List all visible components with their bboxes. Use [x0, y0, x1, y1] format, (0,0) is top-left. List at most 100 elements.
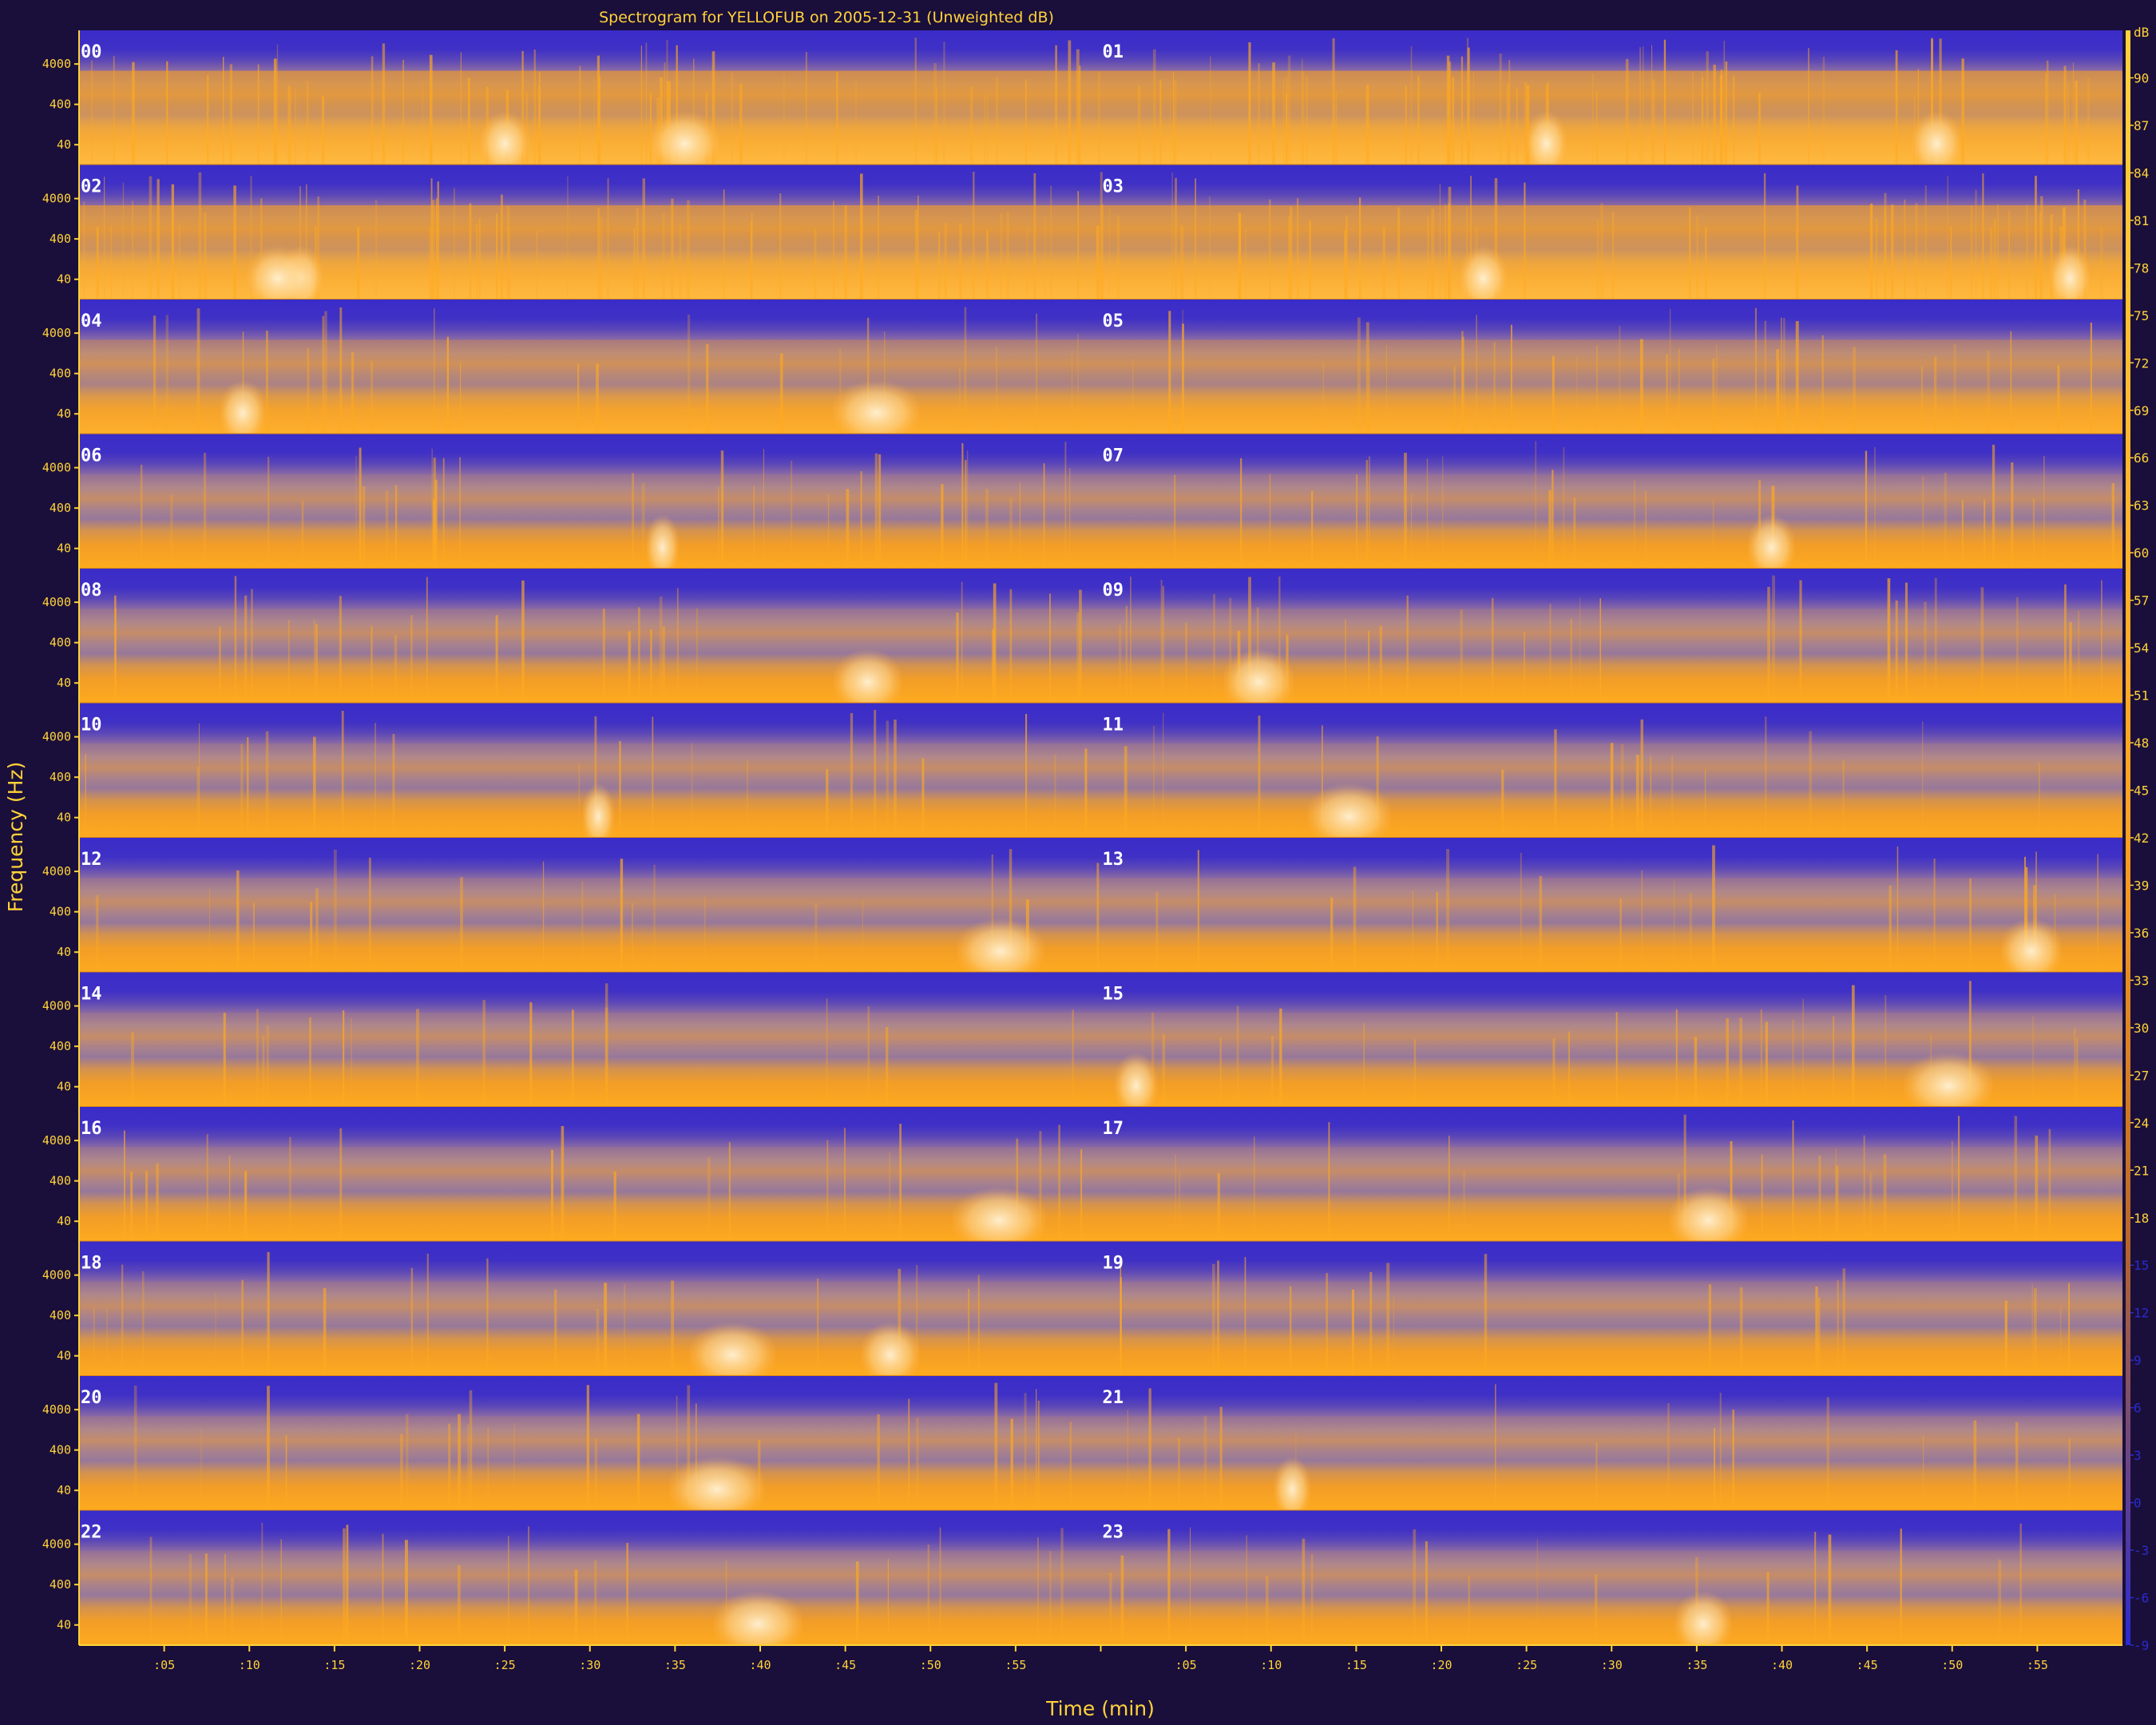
transient-streak — [1467, 47, 1470, 165]
transient-streak — [1667, 1403, 1670, 1511]
transient-streak — [628, 631, 632, 704]
transient-streak — [1887, 578, 1891, 704]
y-tick-label: 400 — [50, 770, 71, 784]
transient-streak — [1595, 1441, 1598, 1511]
hour-label: 05 — [1103, 311, 1124, 331]
transient-streak — [750, 221, 753, 299]
y-tick-label: 4000 — [42, 192, 71, 206]
transient-streak — [1915, 203, 1918, 299]
transient-streak — [671, 198, 674, 299]
chart-title: Spectrogram for YELLOFUB on 2005-12-31 (… — [599, 9, 1054, 26]
transient-streak — [1961, 500, 1964, 569]
transient-streak — [1044, 216, 1046, 299]
transient-streak — [1998, 1559, 2002, 1645]
loud-event — [2001, 911, 2062, 973]
loud-event — [1669, 1180, 1748, 1242]
transient-streak — [1359, 197, 1361, 299]
transient-streak — [1344, 230, 1346, 299]
transient-streak — [375, 200, 378, 299]
transient-streak — [133, 1386, 137, 1511]
transient-streak — [2048, 1128, 2051, 1242]
transient-streak — [280, 1539, 282, 1645]
transient-streak — [1365, 459, 1368, 569]
hour-label: 13 — [1103, 850, 1124, 870]
transient-streak — [850, 712, 854, 838]
transient-streak — [687, 314, 691, 434]
transient-streak — [1353, 866, 1357, 973]
transient-streak — [2072, 61, 2074, 165]
transient-streak — [1645, 490, 1647, 569]
transient-streak — [1175, 177, 1177, 299]
x-tick-label: :05 — [1175, 1658, 1197, 1672]
transient-streak — [287, 85, 291, 165]
transient-streak — [671, 1280, 675, 1376]
transient-streak — [1796, 185, 1799, 299]
transient-streak — [2040, 196, 2043, 299]
transient-streak — [2019, 1523, 2022, 1645]
transient-streak — [2035, 176, 2037, 299]
transient-streak — [224, 1554, 226, 1645]
y-tick-label: 400 — [50, 232, 71, 246]
transient-streak — [2059, 1306, 2062, 1376]
transient-streak — [1552, 1038, 1556, 1107]
transient-streak — [1436, 891, 1438, 973]
transient-streak — [604, 1007, 608, 1107]
transient-streak — [1302, 1538, 1306, 1645]
transient-streak — [1287, 55, 1291, 165]
transient-streak — [1058, 1124, 1060, 1242]
loud-event — [650, 104, 719, 165]
transient-streak — [1213, 593, 1215, 704]
transient-streak — [1054, 754, 1056, 838]
colorbar-tick-label: 36 — [2134, 926, 2149, 941]
transient-streak — [1379, 625, 1382, 704]
transient-streak — [638, 607, 640, 704]
transient-streak — [1739, 1287, 1743, 1376]
transient-streak — [1297, 198, 1299, 299]
transient-streak — [382, 1533, 384, 1645]
loud-event — [1904, 1046, 1993, 1107]
loud-event — [1674, 1584, 1732, 1645]
transient-streak — [1573, 498, 1576, 569]
transient-streak — [1922, 476, 1924, 569]
x-tick-label: :10 — [239, 1658, 260, 1672]
transient-streak — [594, 1560, 597, 1645]
transient-streak — [594, 716, 597, 838]
transient-streak — [826, 769, 829, 838]
transient-streak — [1821, 335, 1824, 434]
transient-streak — [1397, 207, 1401, 299]
colorbar-tick-label: 42 — [2134, 831, 2149, 846]
transient-streak — [1290, 206, 1293, 299]
transient-streak — [1287, 216, 1291, 299]
transient-streak — [333, 849, 337, 973]
colorbar-tick-label: 87 — [2134, 118, 2149, 133]
transient-streak — [826, 1140, 829, 1242]
transient-streak — [2004, 1300, 2007, 1376]
colorbar-tick-label: 63 — [2134, 498, 2149, 514]
transient-streak — [460, 52, 462, 165]
loud-event — [1459, 239, 1508, 299]
transient-streak — [469, 203, 472, 299]
transient-streak — [1535, 441, 1537, 569]
transient-streak — [939, 1527, 941, 1645]
transient-streak — [703, 896, 706, 973]
colorbar-tick-label: 18 — [2134, 1211, 2149, 1226]
transient-streak — [1445, 204, 1446, 299]
y-tick-label: 40 — [57, 1080, 71, 1094]
transient-streak — [385, 490, 389, 569]
transient-streak — [1365, 85, 1369, 165]
transient-streak — [1984, 499, 1986, 569]
transient-streak — [1615, 1012, 1618, 1107]
transient-streak — [339, 307, 343, 434]
transient-streak — [1650, 755, 1652, 838]
transient-streak — [653, 864, 656, 973]
y-tick-label: 40 — [57, 676, 71, 690]
loud-event — [1307, 777, 1391, 838]
transient-streak — [1219, 1406, 1223, 1511]
transient-streak — [1055, 45, 1057, 165]
transient-streak — [343, 1528, 346, 1645]
transient-streak — [1248, 577, 1251, 704]
transient-streak — [720, 450, 724, 569]
transient-streak — [894, 720, 897, 838]
transient-streak — [188, 1553, 192, 1645]
transient-streak — [1330, 897, 1334, 973]
